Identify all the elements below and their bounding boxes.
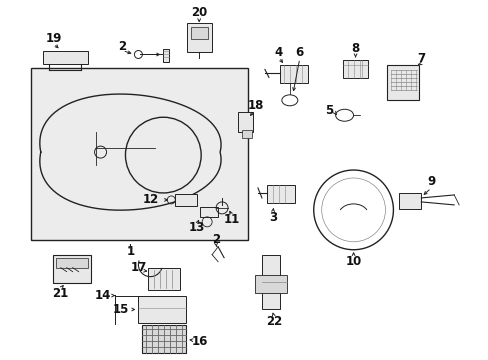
Text: 15: 15 [112, 303, 128, 316]
Text: 4: 4 [274, 46, 283, 59]
Text: 18: 18 [247, 99, 264, 112]
Text: 10: 10 [345, 255, 361, 268]
FancyBboxPatch shape [238, 112, 252, 132]
Text: 22: 22 [265, 315, 282, 328]
FancyBboxPatch shape [266, 185, 294, 203]
Text: 21: 21 [53, 287, 69, 300]
FancyBboxPatch shape [148, 268, 180, 289]
Text: 19: 19 [45, 32, 62, 45]
Text: 12: 12 [142, 193, 158, 206]
Text: 3: 3 [268, 211, 276, 224]
FancyBboxPatch shape [163, 49, 169, 62]
FancyBboxPatch shape [175, 194, 197, 206]
Text: 6: 6 [295, 46, 303, 59]
FancyBboxPatch shape [262, 255, 279, 310]
FancyBboxPatch shape [242, 130, 251, 138]
Text: 5: 5 [325, 104, 333, 117]
FancyBboxPatch shape [142, 325, 186, 353]
FancyBboxPatch shape [342, 60, 367, 78]
FancyBboxPatch shape [138, 296, 186, 323]
Text: 13: 13 [189, 221, 205, 234]
FancyBboxPatch shape [399, 193, 421, 209]
Text: 20: 20 [191, 6, 207, 19]
FancyBboxPatch shape [53, 255, 90, 283]
FancyBboxPatch shape [191, 27, 208, 39]
Text: 17: 17 [130, 261, 146, 274]
Text: 2: 2 [212, 233, 220, 246]
FancyBboxPatch shape [279, 66, 307, 84]
Text: 8: 8 [351, 42, 359, 55]
FancyBboxPatch shape [254, 275, 286, 293]
FancyBboxPatch shape [200, 207, 218, 217]
Text: 2: 2 [118, 40, 126, 53]
Text: 1: 1 [126, 245, 134, 258]
Text: 11: 11 [224, 213, 240, 226]
Bar [31, 68, 247, 240]
Text: 9: 9 [427, 175, 434, 189]
FancyBboxPatch shape [56, 258, 87, 268]
FancyBboxPatch shape [187, 23, 212, 53]
Text: 16: 16 [192, 335, 208, 348]
FancyBboxPatch shape [42, 50, 87, 64]
Text: 7: 7 [416, 52, 425, 65]
FancyBboxPatch shape [386, 66, 419, 100]
Text: 14: 14 [94, 289, 110, 302]
